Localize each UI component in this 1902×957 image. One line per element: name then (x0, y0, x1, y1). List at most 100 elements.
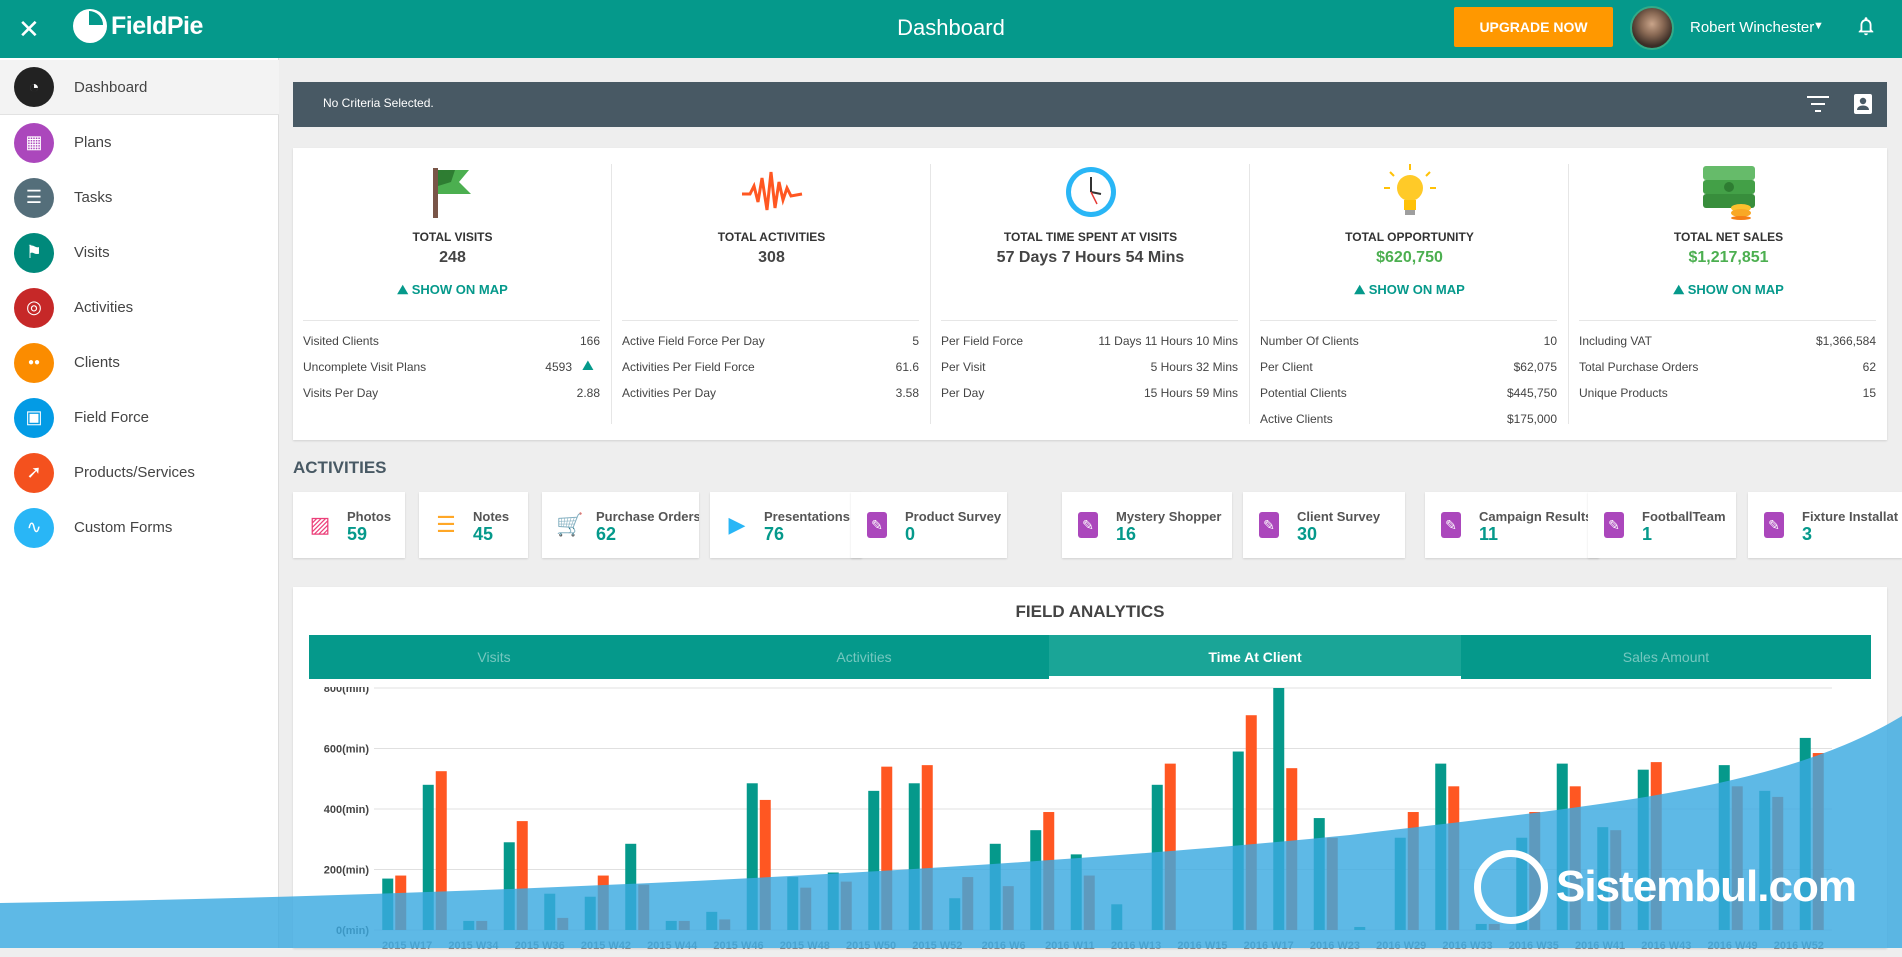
tab-visits[interactable]: Visits (477, 649, 511, 665)
sidebar-item-products-services[interactable]: ➚ Products/Services (0, 445, 279, 500)
x-tick-label: 2016 W33 (1442, 940, 1492, 952)
activity-card-photos[interactable]: ▨ Photos 59 (293, 492, 405, 558)
activity-card-notes[interactable]: ☰ Notes 45 (419, 492, 528, 558)
activity-count: 0 (905, 524, 916, 544)
bell-icon[interactable] (1855, 13, 1877, 39)
stat-value: 308 (758, 249, 785, 266)
bar (1286, 768, 1298, 930)
upgrade-button[interactable]: UPGRADE NOW (1454, 7, 1613, 47)
x-tick-label: 2016 W6 (982, 940, 1026, 952)
x-tick-label: 2015 W34 (448, 940, 499, 952)
watermark-text: Sistembul.com (1556, 862, 1857, 911)
activity-card-product-survey[interactable]: ✎ Product Survey 0 (851, 492, 1007, 558)
user-name[interactable]: Robert Winchester (1690, 19, 1815, 36)
activity-card-presentations[interactable]: ▶ Presentations 76 (710, 492, 862, 558)
sidebar-item-clients[interactable]: ●● Clients (0, 335, 279, 390)
stat-row-value: $175,000 (1506, 412, 1557, 426)
sidebar-item-tasks[interactable]: ☰ Tasks (0, 170, 279, 225)
divider (941, 320, 1238, 321)
x-tick-label: 2015 W48 (780, 940, 830, 952)
stat-row: Number Of Clients 10 (1260, 334, 1557, 354)
stat-value: 248 (439, 249, 466, 266)
map-pin-icon[interactable]: ⛰ (582, 357, 594, 373)
bar (949, 898, 961, 930)
activity-card-mystery-shopper[interactable]: ✎ Mystery Shopper 16 (1062, 492, 1232, 558)
x-tick-label: 2016 W52 (1774, 940, 1824, 952)
stat-row-value: 2.88 (576, 386, 600, 400)
stat-row-value: 3.58 (895, 386, 919, 400)
sidebar-item-activities[interactable]: ◎ Activities (0, 280, 279, 335)
activity-card-fixture-installat[interactable]: ✎ Fixture Installat 3 (1748, 492, 1902, 558)
activity-card-footballteam[interactable]: ✎ FootballTeam 1 (1588, 492, 1736, 558)
filter-icon[interactable] (1807, 95, 1829, 113)
show-on-map-link[interactable]: ⛰ SHOW ON MAP (1569, 282, 1888, 298)
activity-card-purchase-orders[interactable]: 🛒 Purchase Orders 62 (542, 492, 699, 558)
activity-name: FootballTeam (1642, 509, 1726, 524)
play-icon: ▶ (728, 512, 746, 537)
clipboard-icon: ✎ (1604, 512, 1624, 538)
tab-time-at-client[interactable]: Time At Client (1049, 635, 1461, 679)
activity-card-client-survey[interactable]: ✎ Client Survey 30 (1243, 492, 1405, 558)
bar (908, 783, 920, 930)
show-on-map-link[interactable]: ⛰ SHOW ON MAP (293, 282, 612, 298)
group-icon: ●● (14, 342, 54, 383)
stat-row-value: 166 (579, 334, 600, 348)
sidebar-item-label: Plans (74, 134, 112, 151)
green-flag-icon (293, 164, 612, 220)
tab-sales-amount[interactable]: Sales Amount (1622, 649, 1710, 665)
stat-title: TOTAL NET SALES (1673, 230, 1784, 244)
bar (1111, 904, 1123, 930)
bar (1070, 854, 1082, 930)
stat-column: TOTAL VISITS 248 ⛰ SHOW ON MAP Visited Clie… (293, 148, 612, 440)
sidebar-item-dashboard[interactable]: ◔ Dashboard (0, 60, 279, 115)
caret-down-icon[interactable]: ▼ (1813, 20, 1824, 32)
activity-count: 30 (1297, 524, 1318, 544)
bar (827, 872, 839, 930)
x-tick-label: 2015 W42 (581, 940, 631, 952)
bar (516, 821, 528, 930)
stat-row: Visited Clients 166 (303, 334, 600, 354)
flag-icon: ⚑ (14, 232, 54, 273)
activity-name: Fixture Installat (1802, 509, 1899, 524)
bar (1475, 923, 1487, 930)
activity-count: 45 (473, 524, 494, 544)
contact-book-icon[interactable] (1853, 93, 1873, 115)
stat-row: Total Purchase Orders 62 (1579, 360, 1876, 380)
bar (625, 843, 637, 930)
show-on-map-label: SHOW ON MAP (411, 282, 508, 297)
bar (759, 799, 771, 930)
stat-row-value: 10 (1543, 334, 1557, 348)
stat-row: Potential Clients $445,750 (1260, 386, 1557, 406)
x-tick-label: 2016 W15 (1177, 940, 1227, 952)
sidebar-item-label: Visits (74, 244, 110, 261)
bar (1448, 786, 1460, 930)
sidebar-item-custom-forms[interactable]: ∿ Custom Forms (0, 500, 279, 555)
close-icon[interactable]: ✕ (18, 14, 40, 44)
bar (1002, 886, 1014, 930)
activity-card-campaign-results[interactable]: ✎ Campaign Results 11 (1425, 492, 1599, 558)
column-divider (611, 164, 612, 424)
avatar[interactable] (1630, 6, 1674, 50)
app-logo[interactable]: FieldPie (73, 9, 203, 43)
stat-row: Active Clients $175,000 (1260, 412, 1557, 432)
x-tick-label: 2015 W46 (713, 940, 763, 952)
sidebar-item-label: Tasks (74, 189, 113, 206)
bar (463, 920, 475, 930)
stat-row-value: 4593 (545, 360, 572, 374)
stat-column: TOTAL TIME SPENT AT VISITS 57 Days 7 Hour… (931, 148, 1250, 440)
tab-activities[interactable]: Activities (836, 649, 892, 665)
column-divider (1568, 164, 1569, 424)
x-tick-label: 2016 W13 (1111, 940, 1161, 952)
stat-value: $1,217,851 (1688, 249, 1769, 266)
sidebar-item-visits[interactable]: ⚑ Visits (0, 225, 279, 280)
bar (840, 881, 852, 930)
stat-row-value: 61.6 (895, 360, 919, 374)
sidebar-item-plans[interactable]: ▦ Plans (0, 115, 279, 170)
show-on-map-link[interactable]: ⛰ SHOW ON MAP (1250, 282, 1569, 298)
stat-row-label: Per Day (941, 386, 985, 400)
target-icon: ◎ (14, 287, 54, 328)
clipboard-icon: ✎ (1441, 512, 1461, 538)
x-tick-label: 2015 W17 (382, 940, 432, 952)
sidebar-item-field-force[interactable]: ▣ Field Force (0, 390, 279, 445)
bar (881, 766, 893, 930)
